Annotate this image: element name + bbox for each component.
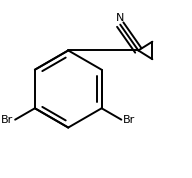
Text: N: N	[116, 13, 124, 23]
Text: Br: Br	[123, 115, 135, 125]
Text: Br: Br	[1, 115, 13, 125]
